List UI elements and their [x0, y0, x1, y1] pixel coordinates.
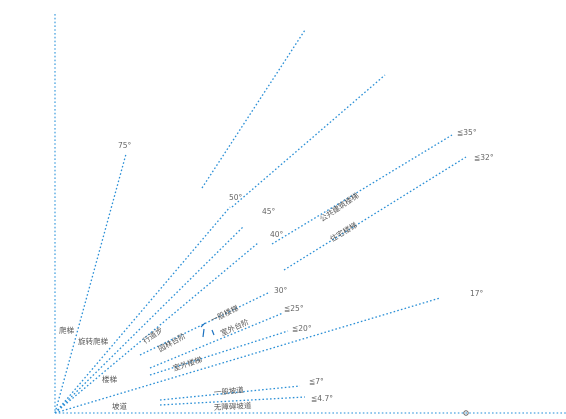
angle-label-4: ≦4.7° [311, 394, 333, 403]
ray-45 [54, 225, 245, 414]
angle-label-20: ≦20° [292, 324, 312, 333]
angle-label-45: 45° [262, 207, 276, 216]
label-accessible-ramp: 无障碍坡道 [214, 400, 252, 412]
label-ramp: 坡道 [112, 401, 127, 411]
ray-40 [54, 242, 259, 414]
ray-17 [54, 297, 441, 414]
ray-75 [54, 153, 127, 414]
angle-label-40: 40° [270, 230, 284, 239]
angle-label-32: ≦32° [474, 153, 494, 162]
label-ladder: 爬梯 [59, 325, 74, 335]
label-stair: 楼梯 [102, 374, 117, 384]
angle-label-75: 75° [118, 141, 132, 150]
label-outdoor-stair: 室外楼梯 [172, 354, 204, 373]
origin-marker [463, 410, 469, 416]
angle-label-30: 30° [274, 286, 288, 295]
angle-label-35: ≦35° [457, 128, 477, 137]
angle-tick-marks [200, 322, 215, 338]
ray-4 [159, 396, 306, 406]
ray-20 [149, 330, 289, 376]
ray-35 [271, 134, 453, 245]
ray-50 [54, 206, 231, 414]
ray-32 [283, 156, 467, 271]
angle-label-7: ≦7° [309, 377, 324, 386]
label-residential-stair: 住宅楼梯 [328, 219, 359, 243]
ray-ladder-upper [201, 29, 306, 189]
label-general-ramp: 一般坡道 [213, 384, 244, 397]
angle-label-17: 17° [470, 289, 484, 298]
ray-25 [149, 312, 284, 369]
angle-label-25: ≦25° [284, 304, 304, 313]
ray-7 [159, 385, 301, 401]
label-spiral-ladder: 旋转爬梯 [78, 336, 108, 346]
angle-label-50: 50° [229, 193, 243, 202]
ray-spiral-upper [231, 74, 386, 208]
label-public-stair: 公共建筑楼梯 [318, 190, 361, 224]
